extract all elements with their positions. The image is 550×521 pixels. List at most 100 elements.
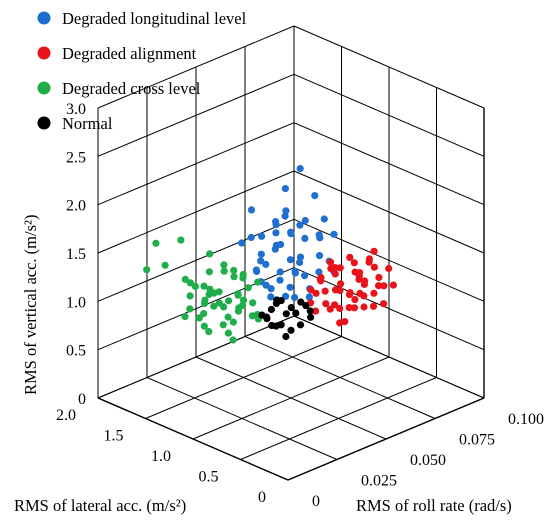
legend-marker [37,11,51,25]
data-point-series-2 [224,313,232,321]
data-point-series-1 [351,268,359,276]
data-point-series-0 [247,233,255,242]
data-point-series-3 [297,298,305,306]
data-point-series-0 [311,192,319,200]
data-point-series-0 [296,165,304,173]
data-point-series-1 [351,296,359,304]
data-point-series-2 [143,266,151,274]
data-point-series-0 [315,268,323,276]
y-tick-label: 0.075 [459,432,495,449]
data-point-series-1 [360,280,368,288]
left-wall-gridline [293,73,485,157]
data-point-series-3 [282,310,290,318]
data-point-series-0 [267,285,275,293]
data-point-series-0 [287,230,295,238]
data-point-series-2 [195,314,203,322]
data-point-series-0 [276,276,284,284]
data-point-series-1 [375,282,383,290]
data-point-series-2 [206,250,214,258]
data-point-series-3 [287,326,295,334]
data-point-series-2 [225,297,233,305]
data-point-series-2 [249,299,257,307]
data-point-series-1 [336,304,344,312]
data-point-series-0 [301,216,309,225]
right-wall-gridline [97,25,295,109]
data-point-series-1 [341,318,349,326]
data-point-series-3 [282,332,290,341]
data-point-series-1 [337,280,345,288]
data-point-series-2 [177,236,185,244]
data-point-series-1 [350,259,358,267]
data-point-series-2 [152,239,160,247]
left-wall-gridline [293,267,485,351]
data-point-series-0 [247,206,256,214]
data-point-series-2 [230,266,238,274]
data-point-series-0 [282,292,290,300]
data-point-series-2 [244,284,252,292]
data-point-series-0 [296,258,304,266]
floor-gridline [146,377,338,460]
data-point-series-0 [301,272,309,280]
data-point-series-1 [350,304,359,312]
data-point-series-1 [370,247,378,255]
left-wall-gridline [293,170,485,254]
data-point-series-2 [230,273,238,281]
data-point-series-2 [229,336,237,344]
z-axis-label: RMS of vertical acc. (m/s²) [21,215,40,395]
data-point-series-1 [322,300,330,308]
data-point-series-1 [346,289,354,297]
data-point-series-1 [331,301,339,309]
data-point-series-1 [312,289,320,297]
data-point-series-1 [336,264,344,272]
data-point-series-2 [210,302,218,310]
legend-marker [37,81,51,95]
data-point-series-2 [205,328,213,336]
data-point-series-0 [272,241,280,249]
data-point-series-2 [220,267,228,275]
data-point-series-0 [320,215,328,223]
data-point-series-1 [312,307,320,315]
left-wall-gridline [293,122,485,206]
data-point-series-1 [380,282,388,290]
data-point-series-3 [292,309,300,317]
data-point-series-0 [291,269,299,277]
left-wall-gridline [293,218,485,302]
data-point-series-0 [262,260,270,268]
data-point-series-1 [380,300,388,308]
legend: Degraded longitudinal level Degraded alig… [37,9,247,133]
x-axis-label: RMS of lateral acc. (m/s²) [14,496,186,515]
y-tick-label: 0.025 [361,473,397,490]
data-point-series-0 [315,231,323,239]
data-point-series-3 [267,305,275,314]
data-point-series-1 [307,286,315,294]
data-point-series-0 [286,256,294,264]
data-point-series-2 [234,290,242,298]
y-tick-label: 0.100 [508,411,544,428]
data-point-series-3 [296,321,305,329]
z-tick-label: 1.0 [66,294,86,311]
data-point-series-0 [296,221,304,229]
x-tick-label: 2.0 [56,407,76,424]
right-wall-gridline [97,122,295,206]
data-point-series-1 [375,273,383,282]
data-point-series-0 [262,281,270,289]
data-point-series-2 [206,285,214,293]
data-point-series-2 [254,278,262,286]
data-point-series-2 [181,275,189,283]
data-point-series-1 [326,305,334,313]
data-point-series-0 [296,253,305,261]
data-point-series-1 [385,264,393,273]
data-point-series-0 [257,257,265,265]
data-point-series-2 [229,318,237,326]
data-point-series-1 [365,255,373,263]
legend-label: Degraded longitudinal level [62,9,247,28]
data-point-series-0 [301,234,309,242]
y-tick-label: 0 [312,493,320,510]
data-point-series-1 [327,264,335,273]
legend-label: Normal [62,114,113,133]
data-point-series-3 [287,304,295,312]
data-point-series-2 [205,268,213,276]
data-point-series-1 [345,304,353,312]
